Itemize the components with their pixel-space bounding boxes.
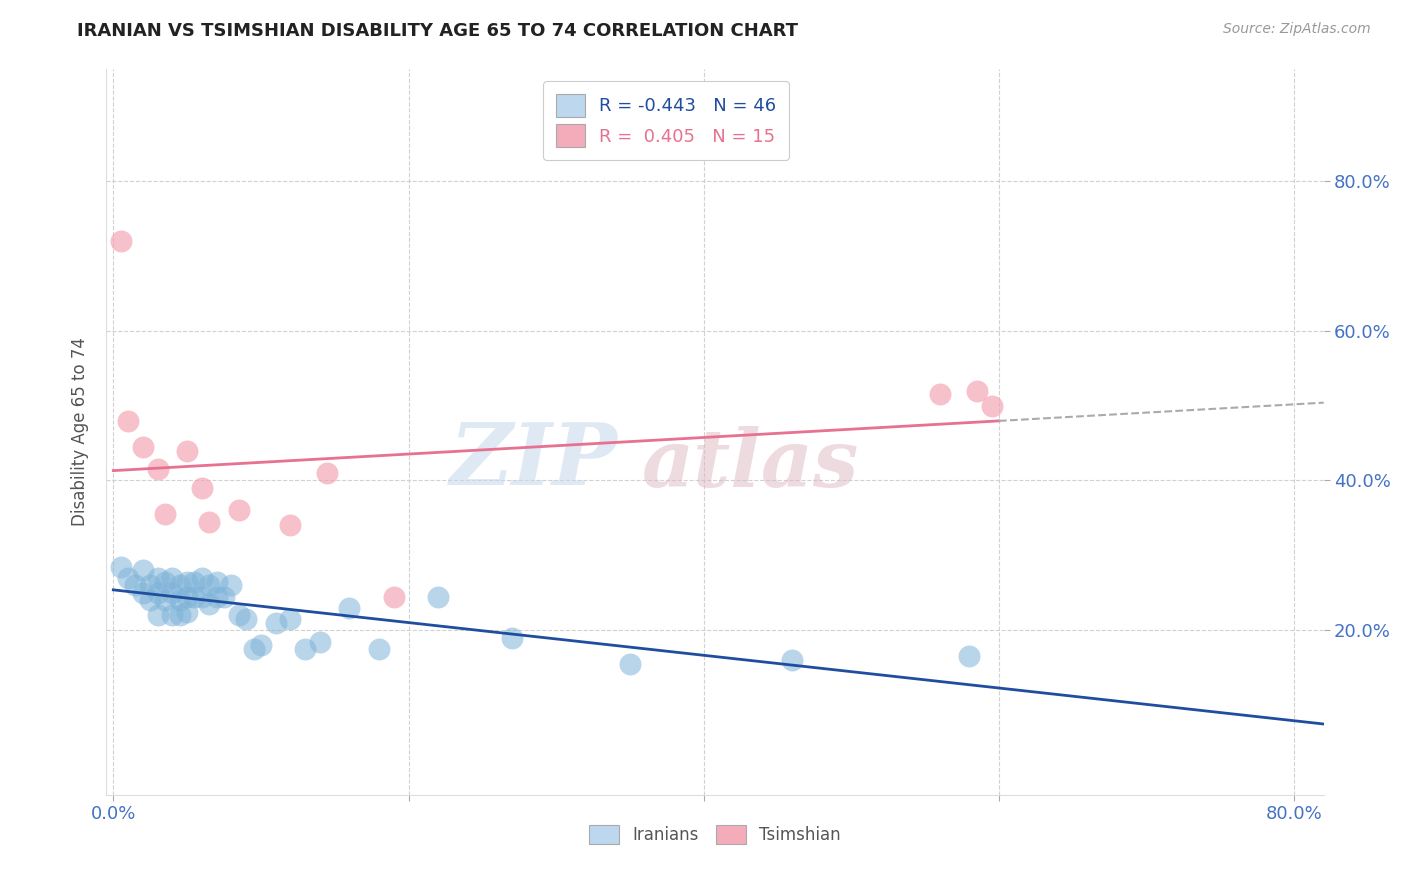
Point	[280, 612, 302, 626]
Point	[139, 578, 162, 592]
Point	[294, 642, 316, 657]
Point	[212, 590, 235, 604]
Point	[929, 387, 952, 401]
Text: IRANIAN VS TSIMSHIAN DISABILITY AGE 65 TO 74 CORRELATION CHART: IRANIAN VS TSIMSHIAN DISABILITY AGE 65 T…	[77, 22, 799, 40]
Point	[183, 574, 205, 589]
Point	[264, 615, 287, 630]
Point	[205, 574, 228, 589]
Point	[228, 503, 250, 517]
Point	[139, 593, 162, 607]
Point	[153, 574, 176, 589]
Point	[183, 590, 205, 604]
Point	[619, 657, 641, 671]
Point	[132, 563, 155, 577]
Point	[205, 590, 228, 604]
Point	[782, 653, 804, 667]
Point	[132, 440, 155, 454]
Point	[191, 590, 214, 604]
Point	[427, 590, 450, 604]
Point	[162, 571, 184, 585]
Point	[309, 634, 332, 648]
Point	[169, 593, 191, 607]
Point	[280, 518, 302, 533]
Point	[162, 586, 184, 600]
Point	[228, 608, 250, 623]
Point	[339, 600, 361, 615]
Point	[117, 413, 139, 427]
Point	[117, 571, 139, 585]
Point	[198, 597, 221, 611]
Point	[169, 608, 191, 623]
Point	[132, 586, 155, 600]
Point	[959, 649, 981, 664]
Point	[966, 384, 988, 398]
Legend: Iranians, Tsimshian: Iranians, Tsimshian	[581, 816, 849, 852]
Point	[153, 507, 176, 521]
Point	[146, 586, 169, 600]
Text: ZIP: ZIP	[450, 419, 617, 502]
Point	[382, 590, 405, 604]
Point	[162, 608, 184, 623]
Point	[368, 642, 391, 657]
Point	[191, 571, 214, 585]
Y-axis label: Disability Age 65 to 74: Disability Age 65 to 74	[72, 337, 89, 526]
Point	[316, 466, 339, 480]
Point	[242, 642, 264, 657]
Point	[235, 612, 257, 626]
Point	[124, 578, 146, 592]
Point	[198, 578, 221, 592]
Point	[191, 481, 214, 495]
Text: Source: ZipAtlas.com: Source: ZipAtlas.com	[1223, 22, 1371, 37]
Point	[146, 608, 169, 623]
Point	[176, 605, 198, 619]
Point	[146, 462, 169, 476]
Point	[110, 559, 132, 574]
Point	[176, 590, 198, 604]
Point	[198, 515, 221, 529]
Point	[169, 578, 191, 592]
Point	[110, 234, 132, 248]
Point	[146, 571, 169, 585]
Point	[221, 578, 243, 592]
Point	[176, 574, 198, 589]
Point	[501, 631, 523, 645]
Point	[980, 399, 1002, 413]
Point	[176, 443, 198, 458]
Point	[153, 593, 176, 607]
Text: atlas: atlas	[641, 425, 859, 503]
Point	[250, 638, 273, 652]
